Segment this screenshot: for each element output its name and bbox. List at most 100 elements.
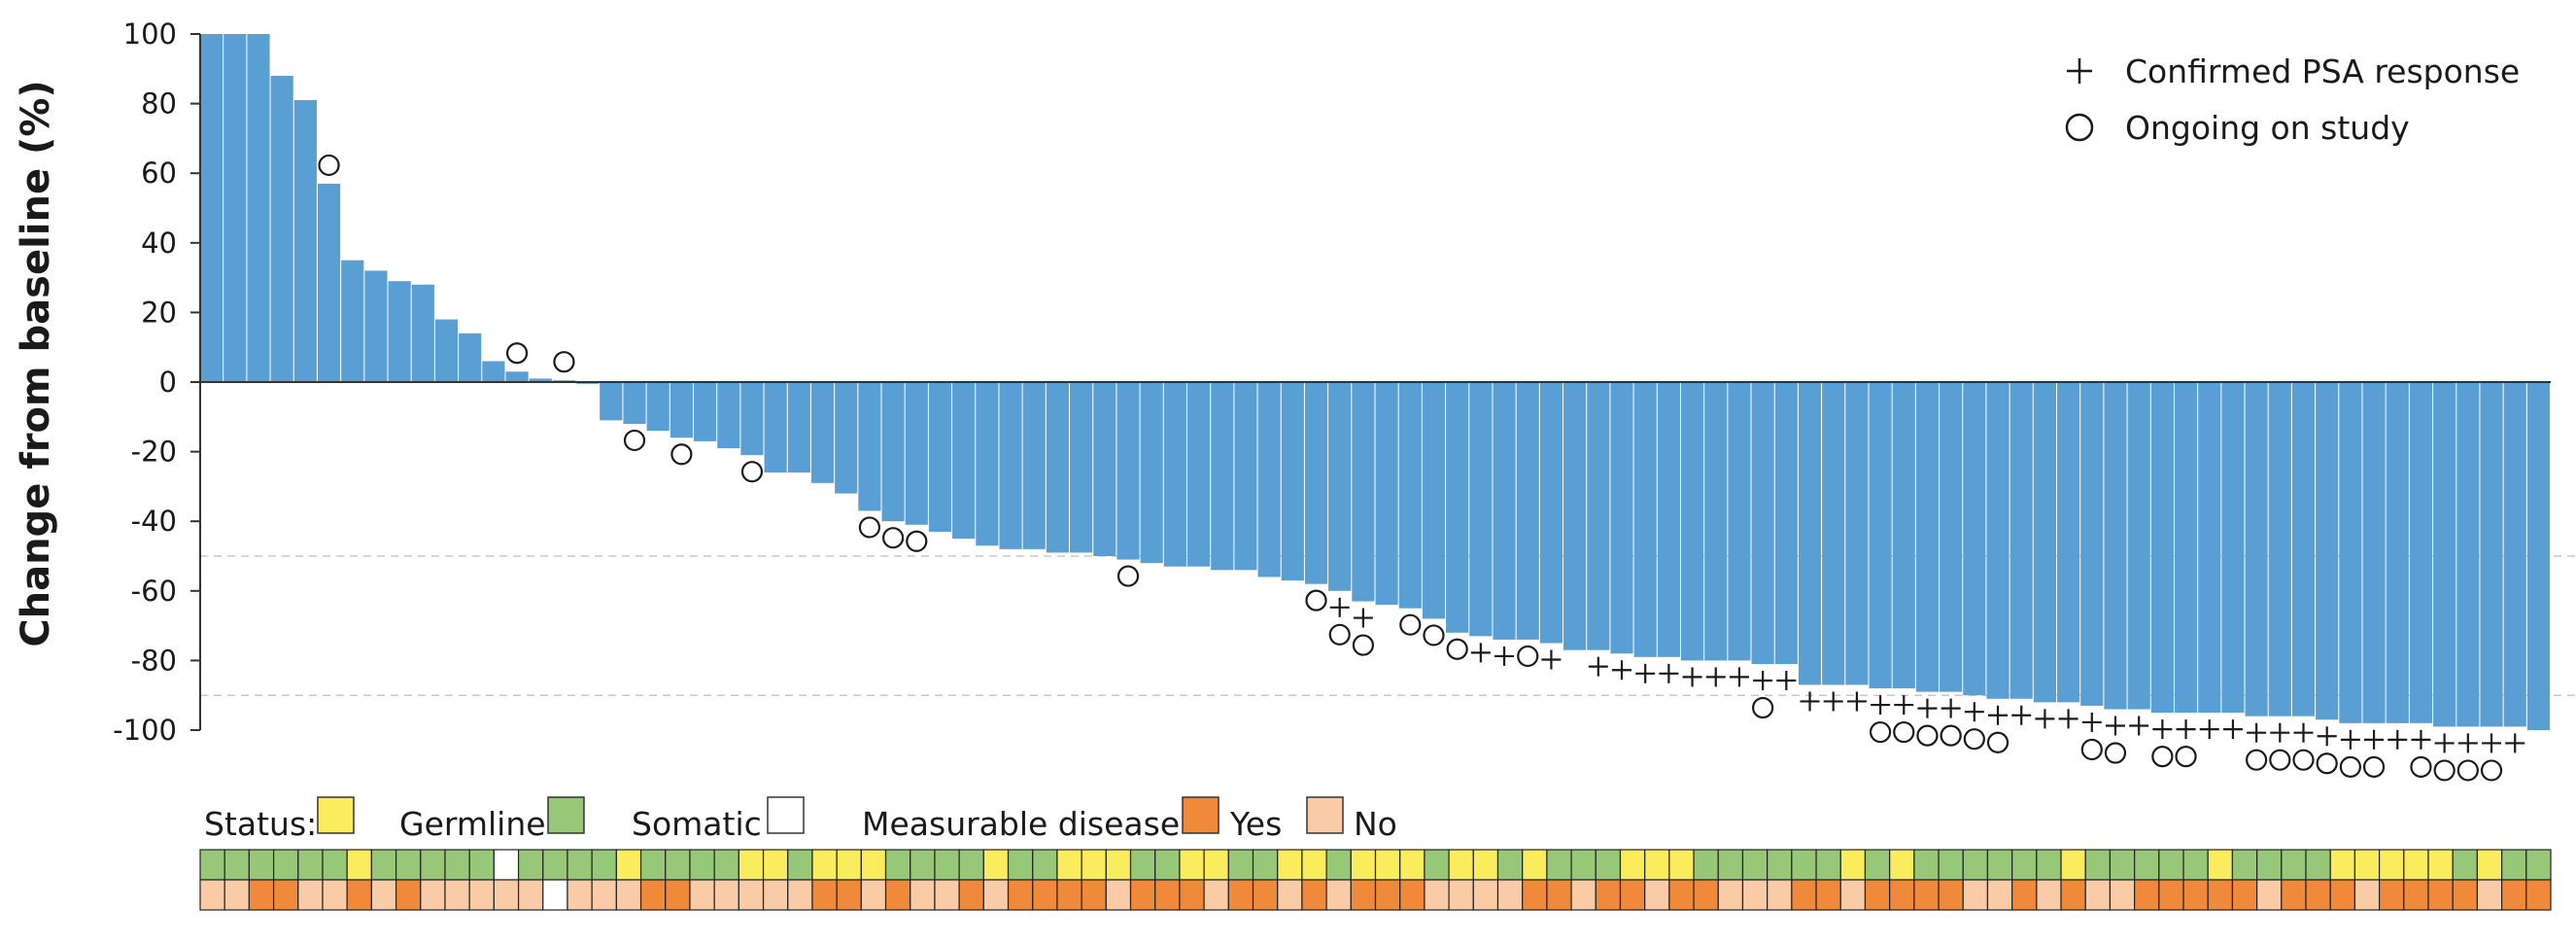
bar (2198, 382, 2221, 714)
somatic-swatch (547, 796, 585, 834)
psa-response-marker (2011, 705, 2032, 725)
status-cell (2256, 849, 2283, 881)
bar (2503, 382, 2526, 727)
bar (858, 382, 881, 511)
ongoing-marker (2480, 759, 2503, 782)
bar (1587, 382, 1610, 650)
measurable-cell (2060, 879, 2086, 911)
measurable-cell (1741, 879, 1769, 911)
measurable-cell (1374, 879, 1401, 911)
bar (2480, 382, 2503, 727)
psa-response-marker (1823, 691, 1843, 712)
bar (1375, 382, 1398, 606)
measurable-cell (2305, 879, 2331, 911)
y-tick-labels: 100 80 60 40 20 0 -20 -40 -60 -80 -100 (113, 17, 200, 747)
bar (411, 284, 434, 382)
measurable-cell (811, 879, 838, 911)
bar (270, 75, 293, 383)
bar (2339, 382, 2362, 723)
psa-response-marker (1470, 643, 1491, 663)
measurable-cell (1081, 879, 1107, 911)
bar (2268, 382, 2291, 717)
measurable-cell (982, 879, 1010, 911)
bar (2291, 382, 2316, 717)
measurable-cell (1938, 879, 1964, 911)
psa-response-marker (1329, 597, 1350, 617)
measurable-cell (1350, 879, 1377, 911)
measurable-cell (567, 879, 593, 911)
psa-response-marker (1635, 663, 1656, 683)
bar (1539, 382, 1563, 644)
measurable-cell (1595, 879, 1622, 911)
bar (2104, 382, 2127, 710)
bar (2150, 382, 2174, 714)
psa-response-marker (1846, 691, 1867, 712)
measurable-cell (1913, 879, 1940, 911)
status-cell (2084, 849, 2112, 881)
ongoing-marker (1423, 624, 1445, 647)
status-cell (2060, 849, 2086, 881)
psa-response-marker (2058, 709, 2078, 729)
psa-response-marker (1776, 670, 1797, 690)
measurable-cell (2281, 879, 2307, 911)
status-label: Status: (204, 805, 317, 843)
measurable-cell (2207, 879, 2234, 911)
measurable-cell (2084, 879, 2112, 911)
measurable-cell (738, 879, 765, 911)
status-cell (2452, 849, 2479, 881)
measurable-cell (2403, 879, 2429, 911)
psa-response-marker (1588, 656, 1608, 677)
somatic-label: Somatic (632, 805, 762, 843)
ongoing-marker (2433, 759, 2456, 782)
bar (740, 382, 764, 456)
bar (1234, 382, 1257, 571)
bar (1022, 382, 1046, 549)
status-cell (2182, 849, 2209, 881)
ongoing-marker (1916, 724, 1939, 747)
yes-swatch (1182, 796, 1219, 834)
bar (2009, 382, 2033, 699)
status-cell (762, 849, 789, 881)
y-tick-label: -20 (131, 436, 177, 469)
bar (1704, 382, 1728, 661)
psa-response-marker (1659, 663, 1679, 683)
status-cell (223, 849, 250, 881)
status-cell (517, 849, 544, 881)
ongoing-marker (858, 516, 881, 539)
psa-response-marker (2411, 729, 2431, 750)
psa-response-marker (2457, 733, 2478, 753)
bar (764, 382, 787, 473)
measurable-cell (1399, 879, 1425, 911)
legend-psa-label: Confirmed PSA response (2125, 52, 2520, 90)
status-cell (2403, 849, 2429, 881)
bar (2362, 382, 2386, 723)
measurable-cell (884, 879, 911, 911)
psa-response-marker (2317, 726, 2337, 747)
bars-group (200, 34, 2550, 730)
status-cell (1032, 849, 1058, 881)
psa-response-marker (2199, 719, 2219, 740)
bar (247, 34, 270, 382)
status-cell (1913, 849, 1940, 881)
measurable-cell (1693, 879, 1719, 911)
status-cell (199, 849, 225, 881)
status-cell (591, 849, 617, 881)
status-cell (860, 849, 887, 881)
measurable-cell (1056, 879, 1082, 911)
status-cell (2231, 849, 2258, 881)
psa-response-marker (1988, 705, 2009, 725)
bar (1963, 382, 1986, 696)
psa-response-marker (2129, 716, 2149, 736)
measurable-cell (2256, 879, 2283, 911)
psa-response-marker (1894, 695, 1914, 716)
bar (1469, 382, 1493, 637)
status-cell (2109, 849, 2136, 881)
measurable-cell (2427, 879, 2454, 911)
bar (1869, 382, 1892, 689)
measurable-cell (860, 879, 887, 911)
measurable-cell (2182, 879, 2209, 911)
status-cell (1693, 849, 1719, 881)
measurable-cell (468, 879, 495, 911)
ongoing-marker (1399, 613, 1422, 636)
measurable-cell (2452, 879, 2479, 911)
